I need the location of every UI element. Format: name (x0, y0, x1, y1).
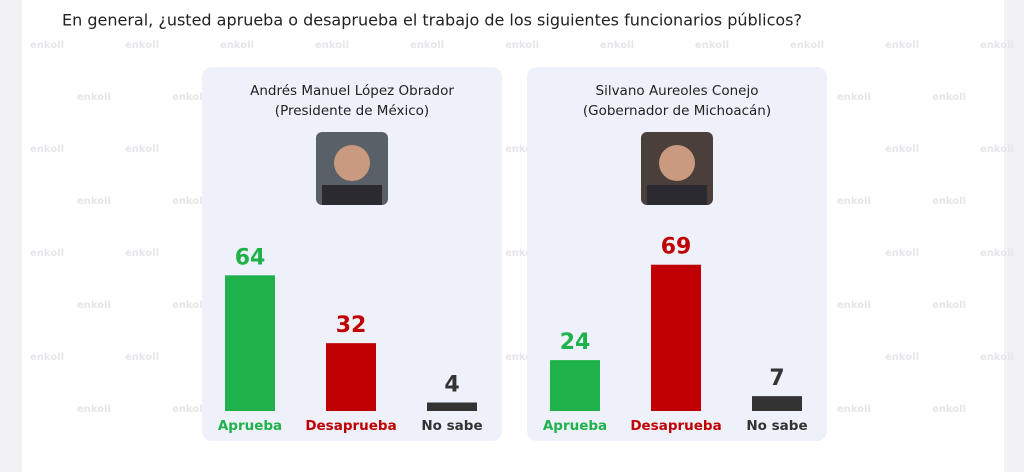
watermark: enkoll (695, 40, 729, 51)
watermark: enkoll (220, 40, 254, 51)
category-label: Desaprueba (305, 418, 396, 434)
category-label: Aprueba (218, 418, 282, 434)
watermark: enkoll (315, 40, 349, 51)
photo-face (334, 145, 370, 181)
watermark: enkoll (125, 144, 159, 155)
watermark: enkoll (837, 92, 871, 103)
panel-bg (527, 67, 827, 441)
category-label: Aprueba (543, 418, 607, 434)
value-label: 64 (235, 245, 266, 270)
value-label: 69 (661, 235, 692, 260)
margin (0, 0, 22, 472)
watermark: enkoll (505, 248, 539, 259)
panels: Andrés Manuel López Obrador (Presidente d… (202, 67, 827, 441)
panel-subtitle: (Gobernador de Michoacán) (583, 103, 771, 119)
bar (326, 343, 376, 411)
watermark: enkoll (172, 92, 206, 103)
watermark: enkoll (77, 300, 111, 311)
panel-title: Andrés Manuel López Obrador (250, 83, 454, 99)
photo-face (659, 145, 695, 181)
panel: Silvano Aureoles Conejo (Gobernador de Mi… (527, 67, 827, 441)
watermark: enkoll (837, 404, 871, 415)
watermark: enkoll (885, 352, 919, 363)
watermark: enkoll (172, 300, 206, 311)
watermark: enkoll (932, 92, 966, 103)
bar (651, 264, 701, 411)
photo-suit (322, 185, 382, 205)
watermark: enkoll (125, 352, 159, 363)
watermark: enkoll (77, 92, 111, 103)
margin (1004, 0, 1024, 472)
watermark: enkoll (505, 352, 539, 363)
photo-suit (647, 185, 707, 205)
category-label: Desaprueba (630, 418, 721, 434)
watermark: enkoll (980, 352, 1014, 363)
panel-bg (202, 67, 502, 441)
bar (427, 402, 477, 411)
watermark: enkoll (980, 40, 1014, 51)
watermark: enkoll (77, 196, 111, 207)
watermark: enkoll (410, 40, 444, 51)
watermark: enkoll (885, 40, 919, 51)
watermark: enkoll (172, 196, 206, 207)
watermark: enkoll (980, 248, 1014, 259)
value-label: 7 (769, 366, 784, 391)
panel: Andrés Manuel López Obrador (Presidente d… (202, 67, 502, 441)
watermark: enkoll (980, 144, 1014, 155)
panel-subtitle: (Presidente de México) (275, 103, 429, 119)
watermark: enkoll (30, 248, 64, 259)
watermark: enkoll (790, 40, 824, 51)
watermark: enkoll (30, 144, 64, 155)
panel-title: Silvano Aureoles Conejo (596, 83, 759, 99)
watermark: enkoll (30, 352, 64, 363)
watermark: enkoll (30, 40, 64, 51)
bar (752, 396, 802, 411)
watermark: enkoll (125, 248, 159, 259)
watermark: enkoll (172, 404, 206, 415)
watermark: enkoll (932, 300, 966, 311)
watermark: enkoll (885, 144, 919, 155)
watermark: enkoll (505, 144, 539, 155)
watermark: enkoll (932, 404, 966, 415)
watermark: enkoll (932, 196, 966, 207)
value-label: 4 (444, 373, 459, 398)
watermark: enkoll (77, 404, 111, 415)
watermark: enkoll (125, 40, 159, 51)
watermark: enkoll (885, 248, 919, 259)
watermark: enkoll (837, 300, 871, 311)
category-label: No sabe (421, 418, 482, 434)
value-label: 32 (336, 313, 367, 338)
value-label: 24 (560, 330, 591, 355)
watermark: enkoll (600, 40, 634, 51)
question: En general, ¿usted aprueba o desaprueba … (62, 11, 802, 30)
bar (550, 360, 600, 411)
category-label: No sabe (746, 418, 807, 434)
watermark: enkoll (837, 196, 871, 207)
watermark: enkoll (505, 40, 539, 51)
bar (225, 275, 275, 411)
